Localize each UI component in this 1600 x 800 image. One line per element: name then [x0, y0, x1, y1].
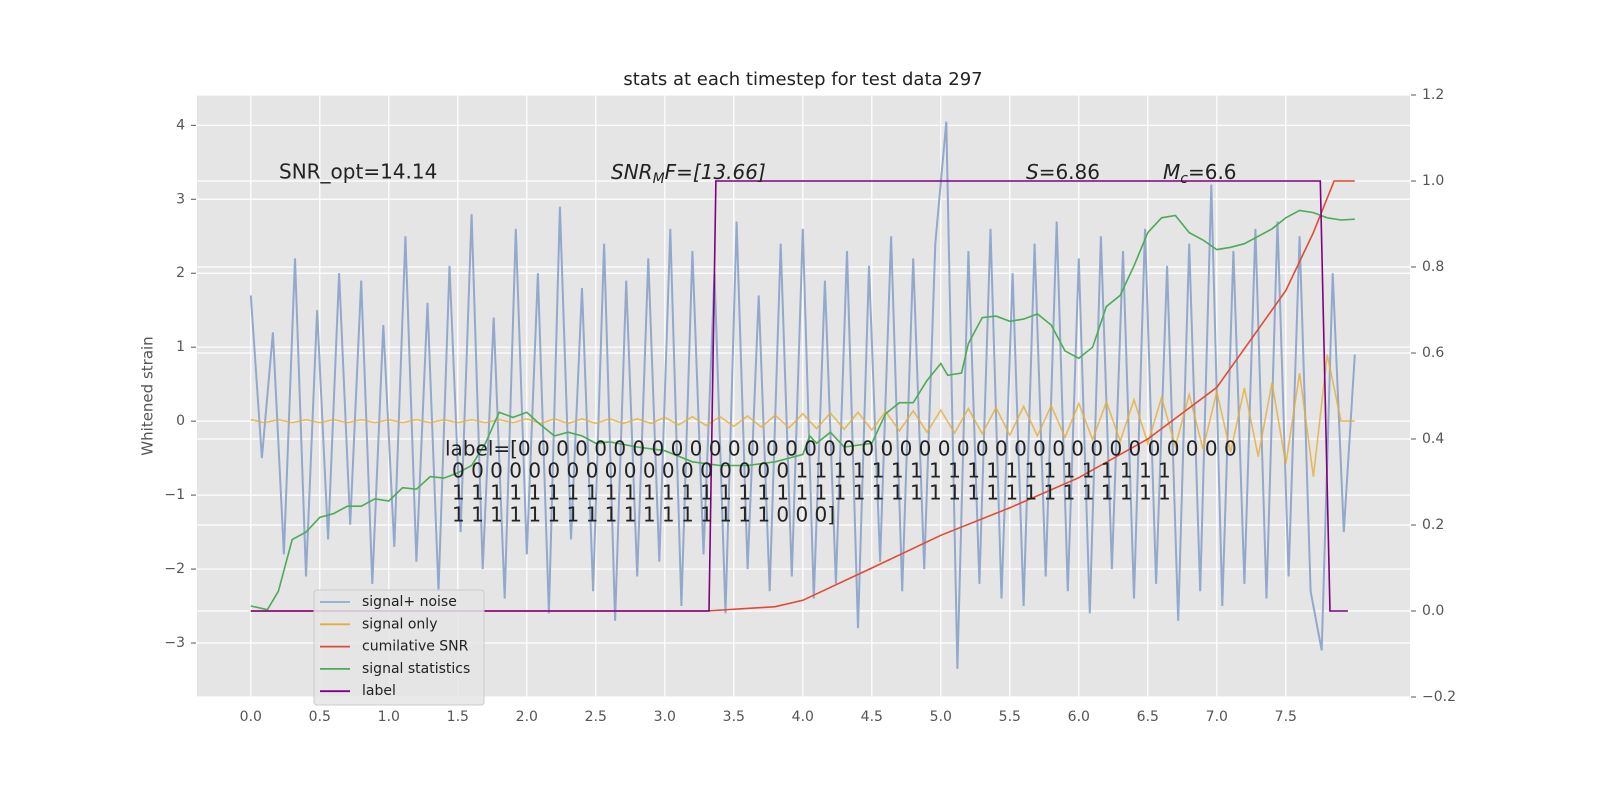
x-tick-label: 2.5 — [585, 709, 607, 725]
annotation-part: =6.86 — [1039, 160, 1100, 184]
y2-tick-label: 0.6 — [1422, 345, 1444, 361]
legend-label: cumilative SNR — [362, 639, 469, 655]
annotation-part: c — [1180, 171, 1188, 187]
y-tick-label: 4 — [176, 117, 185, 133]
x-tick-label: 5.5 — [999, 709, 1021, 725]
y2-tick-label: 0.4 — [1422, 431, 1444, 447]
series-line — [250, 180, 1355, 612]
x-tick-label: 3.5 — [723, 709, 745, 725]
x-tick-label: 6.0 — [1068, 709, 1090, 725]
annotation: SNR_opt=14.14 — [279, 160, 437, 184]
label-text: 1 1 1 1 1 1 1 1 1 1 1 1 1 1 1 1 1 0 0 0] — [452, 503, 835, 527]
label-text: 1 1 1 1 1 1 1 1 1 1 1 1 1 1 1 1 1 1 1 1 … — [452, 481, 1171, 505]
label-text: label=[0 0 0 0 0 0 0 0 0 0 0 0 0 0 0 0 0… — [445, 437, 1237, 461]
y-tick-label: 2 — [176, 265, 185, 281]
y-tick-label: −3 — [164, 635, 185, 651]
x-tick-label: 1.0 — [378, 709, 400, 725]
y2-tick-label: 1.2 — [1422, 87, 1444, 103]
x-tick-label: 4.0 — [792, 709, 814, 725]
x-tick-label: 2.0 — [516, 709, 538, 725]
y-axis-label: Whitened strain — [139, 336, 157, 455]
legend-label: signal+ noise — [362, 594, 457, 610]
x-tick-label: 0.0 — [240, 709, 262, 725]
legend — [313, 589, 485, 706]
y2-tick-label: −0.2 — [1422, 689, 1456, 705]
x-tick-label: 3.0 — [654, 709, 676, 725]
annotation: SNRMF=[13.66] — [611, 160, 766, 188]
annotation-part: SNR — [611, 160, 653, 184]
series-line — [250, 180, 1348, 612]
y-tick-label: −1 — [164, 487, 185, 503]
annotation-part: M — [653, 171, 665, 187]
annotation: Mc=6.6 — [1163, 160, 1237, 188]
y2-tick-label: 1.0 — [1422, 173, 1444, 189]
x-tick-label: 7.5 — [1275, 709, 1297, 725]
series-line — [249, 121, 1356, 669]
y2-tick-label: 0.0 — [1422, 603, 1444, 619]
legend-label: label — [362, 683, 396, 699]
annotation-part: S — [1026, 160, 1039, 184]
x-tick-label: 4.5 — [861, 709, 883, 725]
x-tick-label: 5.0 — [930, 709, 952, 725]
x-tick-label: 6.5 — [1137, 709, 1159, 725]
annotation-part: F=[13.66] — [665, 160, 766, 184]
legend-label: signal only — [362, 616, 437, 632]
series-line — [250, 354, 1355, 477]
y-tick-label: −2 — [164, 561, 185, 577]
label-text: 0 0 0 0 0 0 0 0 0 0 0 0 0 0 0 0 0 0 1 1 … — [452, 459, 1171, 483]
legend-label: signal statistics — [362, 661, 470, 677]
x-tick-label: 1.5 — [447, 709, 469, 725]
y-tick-label: 3 — [176, 191, 185, 207]
chart-title: stats at each timestep for test data 297 — [623, 69, 982, 90]
annotation-part: =6.6 — [1188, 160, 1237, 184]
y-tick-label: 0 — [176, 413, 185, 429]
x-tick-label: 0.5 — [309, 709, 331, 725]
annotation-part: M — [1163, 160, 1180, 184]
y-tick-label: 1 — [176, 339, 185, 355]
series-line — [250, 209, 1355, 611]
annotation: S=6.86 — [1026, 160, 1100, 184]
x-tick-label: 7.0 — [1206, 709, 1228, 725]
y2-tick-label: 0.8 — [1422, 259, 1444, 275]
y2-tick-label: 0.2 — [1422, 517, 1444, 533]
